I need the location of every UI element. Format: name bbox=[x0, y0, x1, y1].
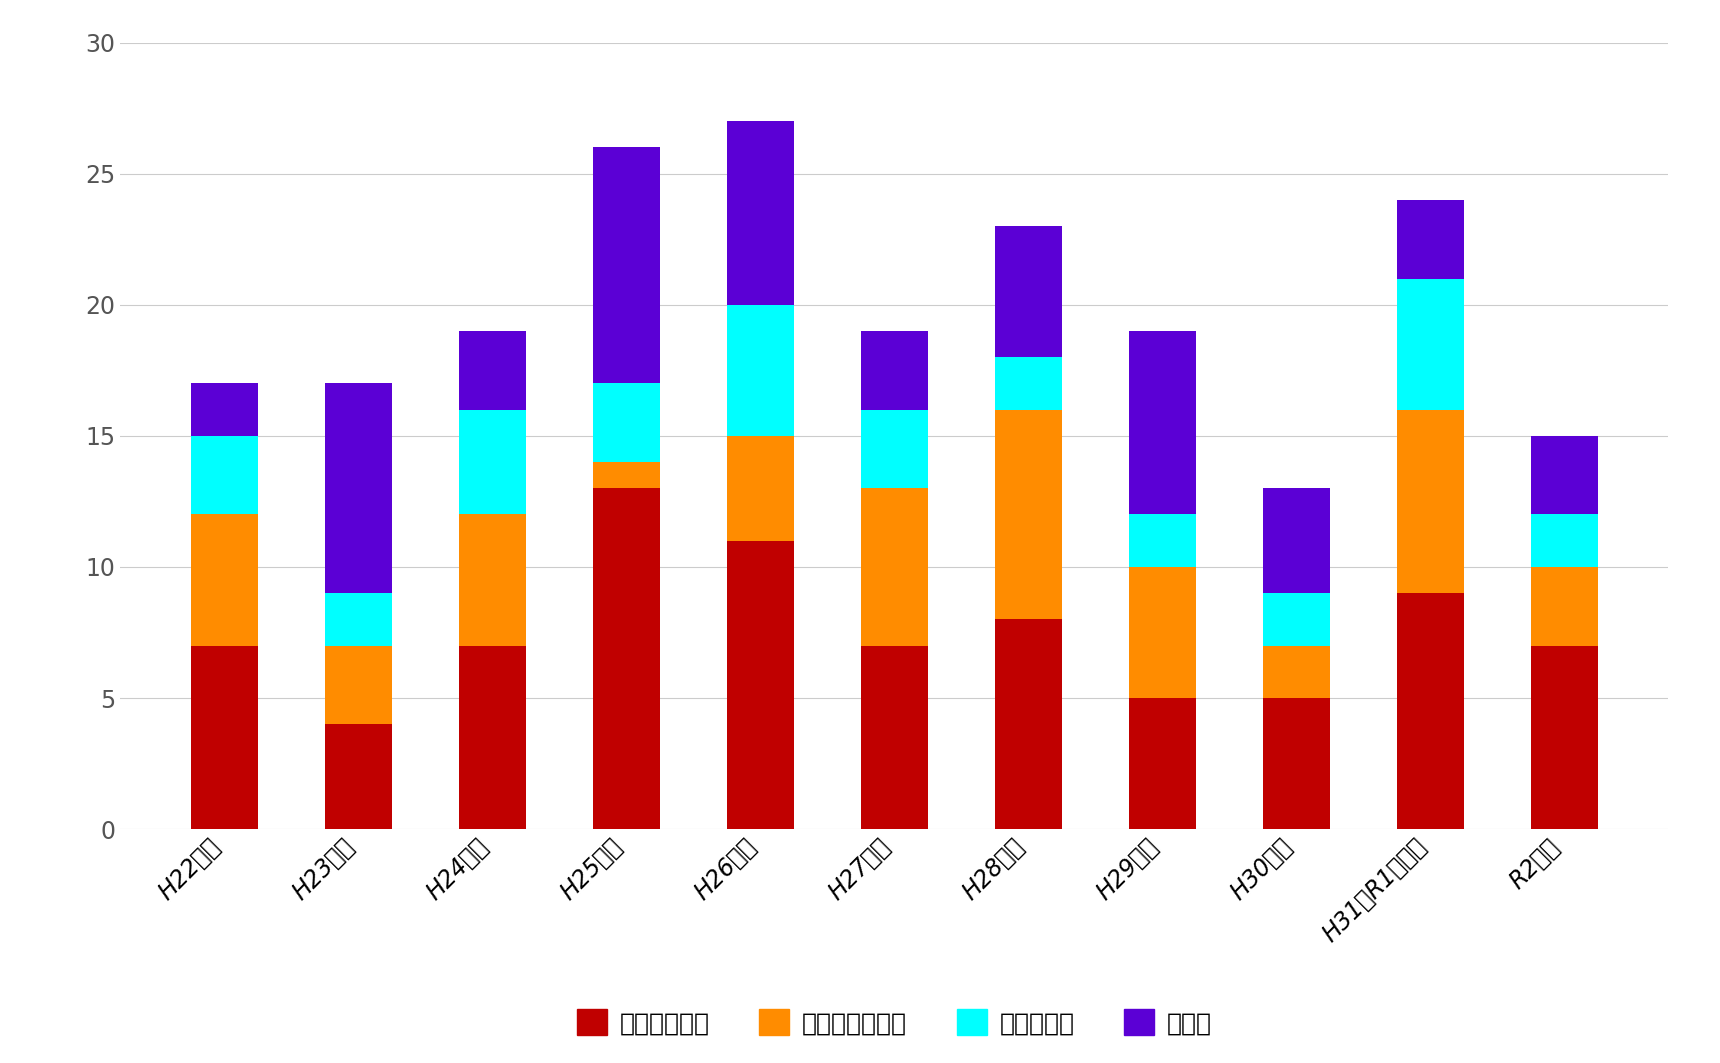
Bar bbox=[1128, 331, 1195, 514]
Bar bbox=[1531, 514, 1598, 567]
Bar bbox=[994, 409, 1061, 620]
Bar bbox=[1262, 698, 1330, 829]
Bar bbox=[1128, 567, 1195, 698]
Bar bbox=[459, 645, 526, 829]
Bar bbox=[593, 384, 660, 462]
Bar bbox=[1262, 645, 1330, 698]
Bar bbox=[862, 488, 927, 645]
Bar bbox=[325, 593, 392, 645]
Bar bbox=[459, 331, 526, 409]
Bar bbox=[728, 121, 795, 305]
Bar bbox=[593, 488, 660, 829]
Bar bbox=[1531, 645, 1598, 829]
Bar bbox=[1397, 409, 1464, 593]
Bar bbox=[862, 645, 927, 829]
Bar bbox=[994, 357, 1061, 409]
Bar bbox=[593, 148, 660, 384]
Bar bbox=[994, 226, 1061, 357]
Bar bbox=[191, 384, 258, 436]
Bar bbox=[862, 331, 927, 409]
Bar bbox=[862, 409, 927, 488]
Bar bbox=[728, 436, 795, 541]
Bar bbox=[728, 541, 795, 829]
Bar bbox=[1262, 488, 1330, 593]
Bar bbox=[191, 514, 258, 645]
Bar bbox=[459, 409, 526, 514]
Bar bbox=[1397, 279, 1464, 409]
Bar bbox=[728, 305, 795, 436]
Bar bbox=[459, 514, 526, 645]
Bar bbox=[1128, 514, 1195, 567]
Bar bbox=[325, 724, 392, 829]
Bar bbox=[191, 645, 258, 829]
Bar bbox=[1128, 698, 1195, 829]
Bar bbox=[1531, 567, 1598, 645]
Bar bbox=[325, 645, 392, 724]
Bar bbox=[325, 384, 392, 593]
Bar bbox=[1531, 436, 1598, 514]
Bar bbox=[1397, 200, 1464, 279]
Bar bbox=[1397, 593, 1464, 829]
Bar bbox=[191, 436, 258, 514]
Legend: 縄文杯ルート, 宮之浦岳ルート, 白谷雲水峻, その他: 縄文杯ルート, 宮之浦岳ルート, 白谷雲水峻, その他 bbox=[568, 999, 1221, 1045]
Bar bbox=[1262, 593, 1330, 645]
Bar bbox=[593, 462, 660, 488]
Bar bbox=[994, 620, 1061, 829]
